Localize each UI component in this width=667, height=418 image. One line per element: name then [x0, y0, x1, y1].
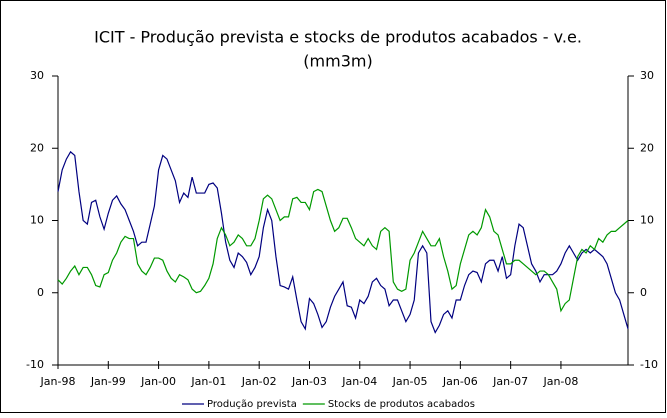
y2-tick-label: 10 [640, 214, 654, 227]
y-tick-label: 20 [30, 141, 44, 154]
x-tick-label: Jan-08 [542, 375, 578, 388]
series-line [57, 188, 629, 313]
y2-tick-label: 30 [640, 69, 654, 82]
y2-tick-label: 0 [640, 286, 647, 299]
y-tick-label: 30 [30, 69, 44, 82]
y-tick-label: 10 [30, 214, 44, 227]
x-tick-label: Jan-98 [40, 375, 76, 388]
y-tick-label: -10 [26, 358, 44, 371]
chart-subtitle: (mm3m) [303, 52, 372, 71]
y2-tick-label: -10 [640, 358, 658, 371]
x-tick-label: Jan-04 [341, 375, 377, 388]
chart-title: ICIT - Produção prevista e stocks de pro… [94, 28, 582, 47]
x-tick-label: Jan-03 [291, 375, 327, 388]
x-tick-label: Jan-05 [392, 375, 428, 388]
x-tick-label: Jan-07 [492, 375, 528, 388]
x-tick-label: Jan-02 [241, 375, 277, 388]
legend-label: Stocks de produtos acabados [328, 399, 475, 410]
y2-tick-label: 20 [640, 141, 654, 154]
legend-label: Produção prevista [207, 399, 297, 410]
x-tick-label: Jan-00 [140, 375, 176, 388]
x-tick-label: Jan-06 [442, 375, 478, 388]
x-tick-label: Jan-01 [190, 375, 226, 388]
x-tick-label: Jan-99 [90, 375, 126, 388]
y-tick-label: 0 [37, 286, 44, 299]
series-line [57, 150, 629, 334]
